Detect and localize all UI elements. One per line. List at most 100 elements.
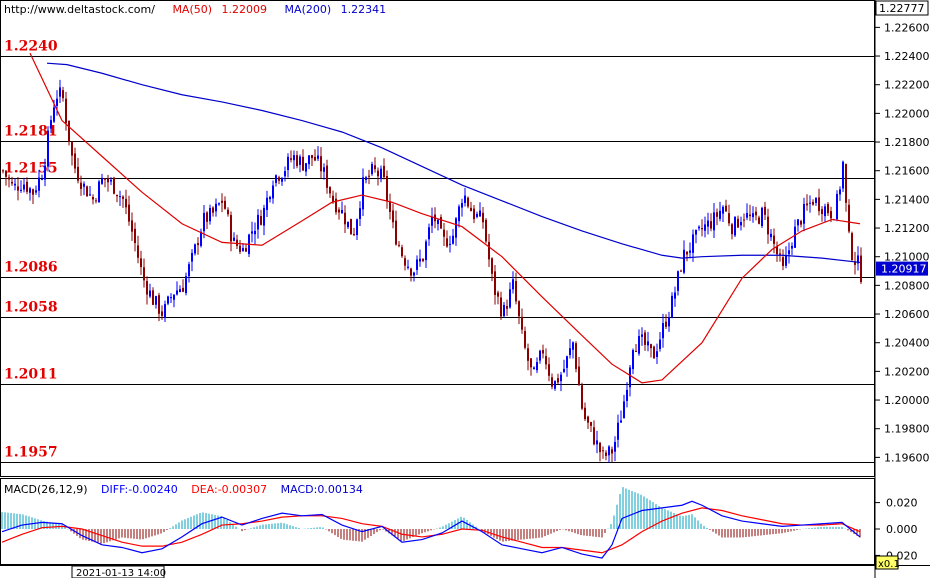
candle-body [599, 442, 601, 453]
candle-body [101, 177, 103, 184]
macd-tick-label: 0.020 [886, 497, 918, 510]
candle-body [497, 292, 499, 297]
candle-body [203, 212, 205, 232]
candle-body [797, 219, 799, 226]
candle-body [488, 241, 490, 260]
candle-body [62, 90, 64, 99]
candle-body [20, 189, 22, 191]
candle-body [641, 334, 643, 337]
candle-body [323, 167, 325, 172]
last-price-label: 1.20917 [881, 263, 927, 276]
candle-body [539, 350, 541, 361]
candle-body [191, 252, 193, 262]
top-price-box [875, 0, 929, 16]
candle-body [110, 179, 112, 182]
candle-body [713, 212, 715, 231]
scale-label[interactable]: x0.1 [878, 559, 900, 570]
candle-body [161, 311, 163, 316]
candle-body [779, 253, 781, 255]
candle-body [140, 258, 142, 267]
candle-body [782, 257, 784, 266]
candle-body [80, 182, 82, 189]
scale-label-box[interactable] [875, 555, 899, 570]
candle-body [479, 210, 481, 217]
candle-body [371, 164, 373, 175]
candle-body [362, 177, 364, 210]
candle-body [494, 271, 496, 295]
candle-body [269, 196, 271, 200]
candle-body [386, 176, 388, 201]
candle-body [848, 204, 850, 232]
candle-body [737, 218, 739, 228]
candle-body [365, 177, 367, 181]
candle-body [758, 217, 760, 224]
candle-body [152, 290, 154, 305]
candle-body [836, 193, 838, 220]
macd-indicator [1, 487, 861, 559]
candle-body [86, 186, 88, 197]
candle-body [749, 214, 751, 217]
candle-body [596, 440, 598, 445]
candle-body [239, 245, 241, 252]
candle-body [71, 142, 73, 156]
candle-body [68, 120, 70, 142]
candle-body [716, 212, 718, 217]
candle-body [551, 377, 553, 387]
candle-body [476, 213, 478, 217]
candle-body [149, 290, 151, 297]
candle-body [806, 203, 808, 206]
candle-body [626, 389, 628, 401]
candle-body [620, 420, 622, 423]
price-tick-label: 1.21800 [884, 136, 930, 149]
candle-body [185, 276, 187, 294]
candle-body [755, 211, 757, 216]
candle-body [278, 177, 280, 181]
candle-body [536, 362, 538, 371]
candle-body [767, 216, 769, 235]
candle-body [413, 272, 415, 276]
candle-body [467, 197, 469, 207]
candle-body [575, 343, 577, 369]
candle-body [593, 427, 595, 445]
candle-body [776, 246, 778, 255]
top-price-label: 1.22777 [879, 2, 925, 15]
candle-body [461, 203, 463, 208]
candle-body [137, 245, 139, 258]
candle-body [422, 258, 424, 262]
candle-body [35, 190, 37, 193]
last-price-box [876, 261, 928, 276]
candle-body [560, 374, 562, 382]
site-url[interactable]: http://www.deltastock.com/ [4, 3, 155, 16]
candle-body [65, 98, 67, 124]
candle-body [503, 304, 505, 317]
candle-body [257, 214, 259, 230]
price-axis: 1.22600 1.22400 1.22200 1.22000 1.21800 1.216… [875, 21, 930, 464]
macd-hist-value: MACD:0.00134 [281, 483, 363, 496]
candle-body [821, 209, 823, 215]
candle-body [182, 287, 184, 292]
candle-body [179, 289, 181, 293]
candle-body [170, 297, 172, 299]
candle-body [671, 295, 673, 318]
candle-body [452, 235, 454, 244]
candle-body [317, 155, 319, 159]
candle-body [563, 368, 565, 372]
candle-body [146, 281, 148, 295]
candle-body [275, 175, 277, 183]
candle-body [83, 183, 85, 187]
candle-body [356, 219, 358, 236]
time-label: 2021-01-13 14:00 [76, 568, 166, 578]
candle-body [527, 348, 529, 361]
candle-body [701, 228, 703, 230]
candle-body [383, 165, 385, 178]
candle-body [506, 306, 508, 309]
candle-body [416, 259, 418, 270]
candle-body [707, 220, 709, 227]
candle-body [131, 220, 133, 232]
candle-body [800, 220, 802, 225]
candle-body [176, 290, 178, 295]
candle-body [134, 228, 136, 244]
price-tick-label: 1.21400 [884, 193, 930, 206]
candle-body [770, 233, 772, 238]
